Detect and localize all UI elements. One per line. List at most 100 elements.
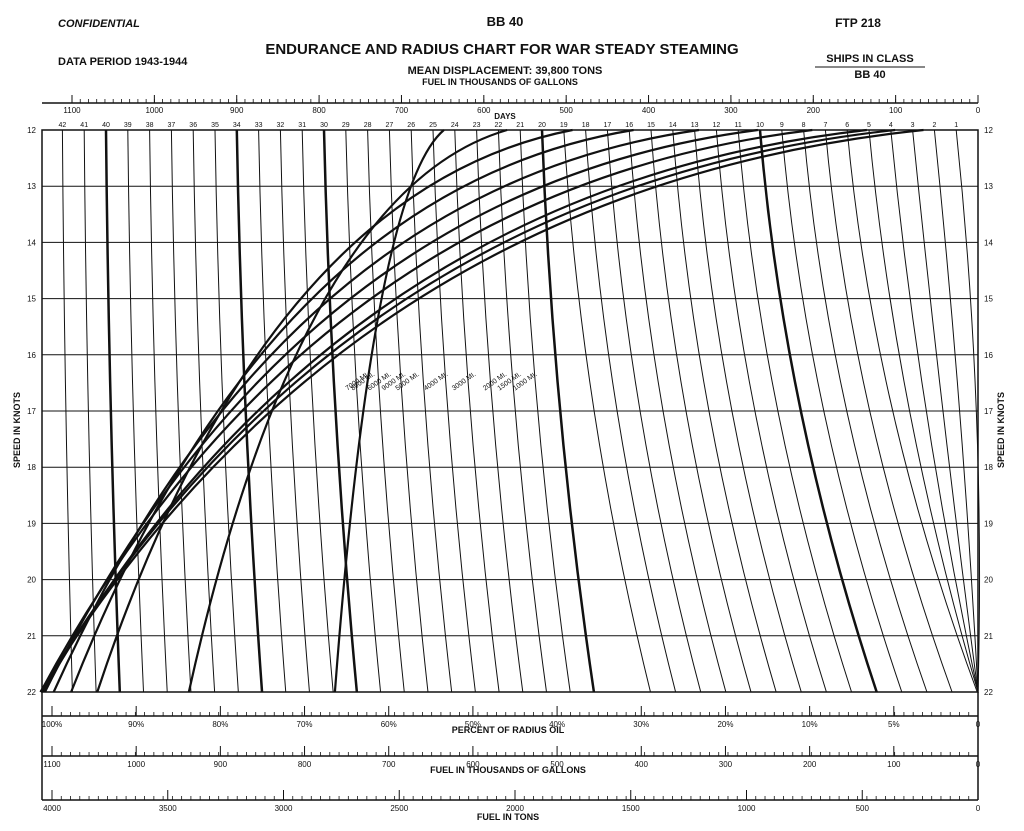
day-tick-label: 2 [932, 122, 936, 129]
percent-label: PERCENT OF RADIUS OIL [452, 725, 565, 735]
fuel-top-tick-label: 800 [312, 106, 326, 115]
day-tick-label: 37 [168, 122, 176, 129]
speed-tick-right: 12 [984, 126, 993, 135]
radius-curve [39, 128, 924, 693]
fuel-gallons-scale-tick-label: 800 [298, 760, 312, 769]
day-tick-label: 36 [189, 122, 197, 129]
day-line [192, 129, 216, 693]
day-line [606, 129, 702, 693]
fuel-top-tick-label: 300 [724, 106, 738, 115]
radius-curve [39, 128, 813, 693]
percent-scale-tick-label: 60% [381, 720, 397, 729]
day-tick-label: 6 [845, 122, 849, 129]
percent-scale-tick-label: 10% [802, 720, 818, 729]
fuel-gallons-scale-tick-label: 1000 [127, 760, 145, 769]
fuel-gallons-scale-tick-label: 600 [466, 760, 480, 769]
day-tick-label: 30 [320, 122, 328, 129]
fuel-gallons-scale-tick-label: 100 [887, 760, 901, 769]
fuel-tons-scale-tick-label: 0 [976, 804, 981, 813]
day-tick-label: 10 [756, 122, 764, 129]
day-tick-label: 21 [516, 122, 524, 129]
day-line [585, 129, 677, 693]
day-line [803, 129, 928, 693]
speed-tick-right: 20 [984, 576, 993, 585]
fuel-tons-scale-tick-label: 3500 [159, 804, 177, 813]
day-line [824, 129, 953, 693]
day-line [279, 129, 310, 693]
radius-curve-label: 3000 MI. [451, 371, 477, 392]
day-line [454, 129, 500, 693]
day-line [104, 129, 122, 693]
day-tick-label: 19 [560, 122, 568, 129]
day-line [540, 129, 596, 693]
speed-tick-left: 14 [27, 238, 36, 247]
fuel-gallons-scale-tick-label: 400 [635, 760, 649, 769]
day-line [258, 129, 287, 693]
y-axis-label-left: SPEED IN KNOTS [12, 392, 22, 468]
fuel-tons-scale-tick-label: 3000 [275, 804, 293, 813]
speed-tick-right: 19 [984, 519, 993, 528]
day-line [846, 129, 978, 693]
speed-tick-left: 20 [27, 576, 36, 585]
speed-tick-right: 17 [984, 407, 993, 416]
speed-tick-left: 13 [27, 182, 36, 191]
day-tick-label: 5 [867, 122, 871, 129]
day-tick-label: 26 [407, 122, 415, 129]
speed-tick-right: 14 [984, 238, 993, 247]
fuel-tons-scale-tick-label: 2000 [506, 804, 524, 813]
fuel-top-tick-label: 900 [230, 106, 244, 115]
day-tick-label: 18 [582, 122, 590, 129]
confidential-label: CONFIDENTIAL [58, 18, 140, 30]
fuel-top-tick-label: 100 [889, 106, 903, 115]
curves-group: 9000 MI.8000 MI.7000 MI.6000 MI. 5000 MI.… [39, 128, 981, 693]
day-tick-label: 9 [780, 122, 784, 129]
fuel-tons-scale-tick-label: 500 [856, 804, 870, 813]
day-tick-label: 41 [80, 122, 88, 129]
day-tick-label: 40 [102, 122, 110, 129]
mean-displacement: MEAN DISPLACEMENT: 39,800 TONS [408, 65, 603, 77]
fuel-top-tick-label: 0 [976, 106, 981, 115]
day-tick-label: 1 [954, 122, 958, 129]
fuel-tons-scale-tick-label: 4000 [43, 804, 61, 813]
day-line [497, 129, 547, 693]
day-tick-label: 23 [473, 122, 481, 129]
percent-scale-tick-label: 0 [976, 720, 981, 729]
fuel-top-tick-label: 200 [807, 106, 821, 115]
fuel-top-tick-label: 1000 [145, 106, 163, 115]
chart-title: ENDURANCE AND RADIUS CHART FOR WAR STEAD… [265, 41, 738, 58]
fuel-gallons-scale-tick-label: 200 [803, 760, 817, 769]
fuel-gallons-scale-tick-label: 700 [382, 760, 396, 769]
day-line [432, 129, 476, 693]
day-tick-label: 33 [255, 122, 263, 129]
speed-tick-right: 22 [984, 688, 993, 697]
percent-scale-tick-label: 50% [465, 720, 481, 729]
fuel-top-tick-label: 700 [395, 106, 409, 115]
day-tick-label: 4 [889, 122, 893, 129]
day-tick-label: 20 [538, 122, 546, 129]
percent-scale-tick-label: 40% [549, 720, 565, 729]
fuel-gallons-scale-tick-label: 300 [719, 760, 733, 769]
day-tick-label: 8 [802, 122, 806, 129]
day-line [127, 129, 145, 693]
fuel-tons-label: FUEL IN TONS [477, 812, 539, 822]
radius-curve [43, 128, 758, 693]
fuel-tons-scale-tick-label: 1500 [622, 804, 640, 813]
ships-in-class-label: SHIPS IN CLASS [826, 53, 913, 65]
fuel-gallons-scale-tick-label: 1100 [43, 760, 61, 769]
y-axis-label-right: SPEED IN KNOTS [996, 392, 1006, 468]
speed-tick-right: 18 [984, 463, 993, 472]
fuel-gallons-scale-tick-label: 0 [976, 760, 981, 769]
day-line [563, 129, 651, 693]
day-line [737, 129, 853, 693]
day-tick-label: 42 [59, 122, 67, 129]
day-line [694, 129, 802, 693]
speed-tick-right: 21 [984, 632, 993, 641]
day-line [672, 129, 777, 693]
day-tick-label: 27 [386, 122, 394, 129]
day-line [345, 129, 382, 693]
percent-scale-tick-label: 70% [297, 720, 313, 729]
day-tick-label: 13 [691, 122, 699, 129]
day-tick-label: 7 [823, 122, 827, 129]
day-tick-label: 15 [647, 122, 655, 129]
